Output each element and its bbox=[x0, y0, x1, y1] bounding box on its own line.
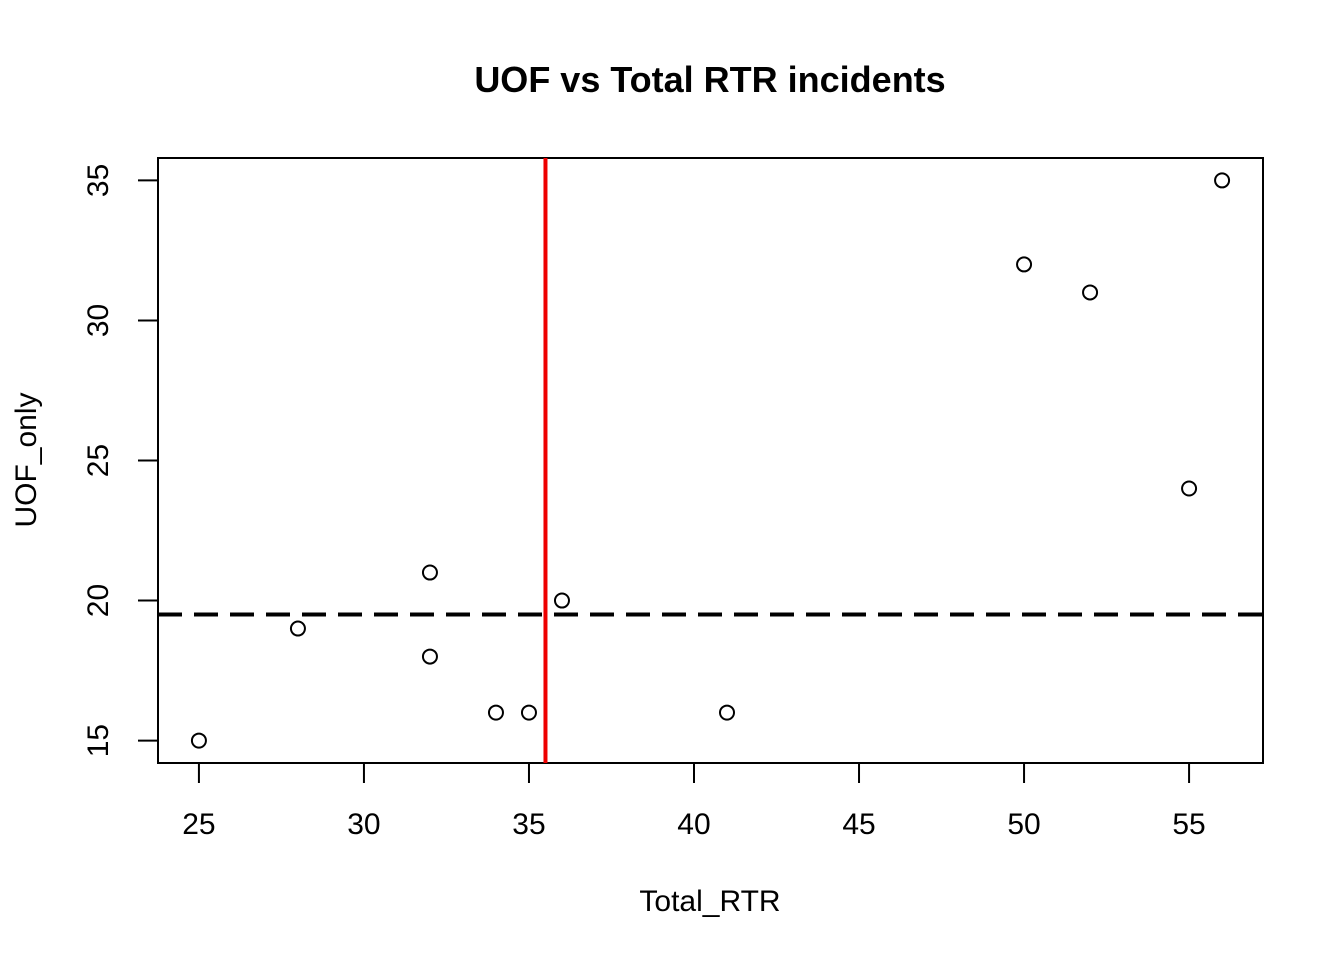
x-tick-label: 30 bbox=[347, 808, 380, 841]
x-axis-label: Total_RTR bbox=[639, 885, 780, 918]
y-tick-label: 35 bbox=[82, 164, 115, 197]
data-point bbox=[487, 704, 504, 721]
data-points bbox=[190, 172, 1231, 749]
y-tick-label: 30 bbox=[82, 304, 115, 337]
x-tick-label: 25 bbox=[182, 808, 215, 841]
data-point bbox=[1016, 256, 1033, 273]
data-point bbox=[289, 620, 306, 637]
x-tick-label: 35 bbox=[512, 808, 545, 841]
y-axis-label: UOF_only bbox=[10, 392, 43, 527]
x-tick-label: 50 bbox=[1007, 808, 1040, 841]
y-tick-label: 20 bbox=[82, 584, 115, 617]
y-tick-label: 25 bbox=[82, 444, 115, 477]
x-axis: 25 30 35 40 45 50 55 bbox=[182, 762, 1206, 841]
x-tick-label: 55 bbox=[1172, 808, 1205, 841]
y-axis: 15 20 25 30 35 bbox=[82, 164, 159, 757]
x-tick-label: 40 bbox=[677, 808, 710, 841]
chart-title: UOF vs Total RTR incidents bbox=[474, 59, 945, 100]
x-tick-label: 45 bbox=[842, 808, 875, 841]
data-point bbox=[421, 564, 438, 581]
reference-lines bbox=[158, 158, 1263, 763]
data-point bbox=[520, 704, 537, 721]
data-point bbox=[553, 592, 570, 609]
y-tick-label: 15 bbox=[82, 724, 115, 757]
data-point bbox=[1082, 284, 1099, 301]
plot-frame bbox=[157, 157, 1264, 764]
data-point bbox=[1181, 480, 1198, 497]
data-point bbox=[719, 704, 736, 721]
data-point bbox=[190, 732, 207, 749]
data-point bbox=[1214, 172, 1231, 189]
data-point bbox=[421, 648, 438, 665]
